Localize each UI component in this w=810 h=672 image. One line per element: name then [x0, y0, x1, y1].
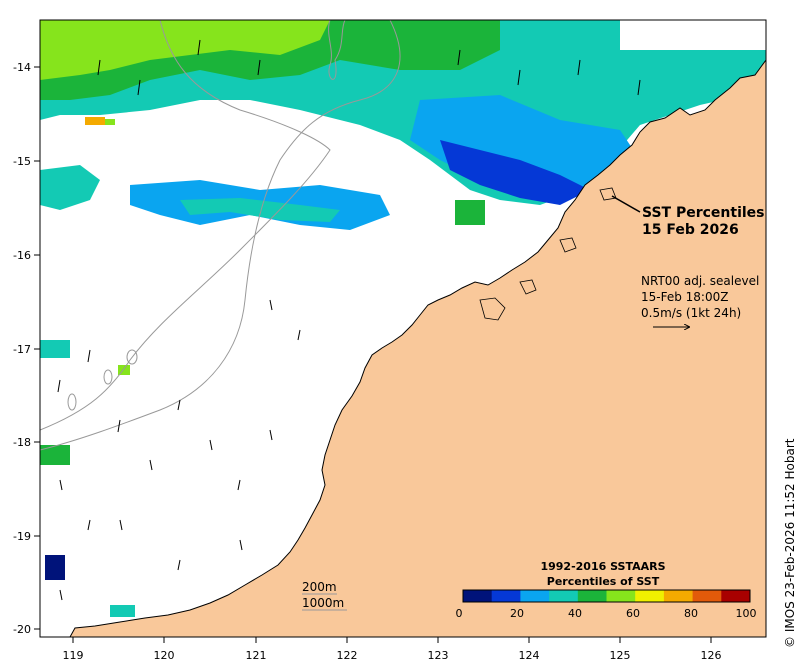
colorbar-swatch [520, 590, 550, 602]
reef-contour [328, 20, 346, 80]
contour-1000m [40, 20, 401, 451]
legend-subtitle: Percentiles of SST [547, 575, 660, 588]
sst-warm-spot [85, 117, 105, 125]
sst-band-lightgreen [40, 20, 330, 80]
colorbar-swatch [635, 590, 665, 602]
reef-contour [126, 349, 138, 365]
current-source-label: NRT00 adj. sealevel [641, 274, 759, 288]
sst-patch [40, 445, 70, 465]
legend-tick-label: 80 [684, 607, 698, 620]
legend-tick-label: 60 [626, 607, 640, 620]
colorbar-swatch [721, 590, 751, 602]
y-tick-label: -18 [13, 436, 31, 449]
x-tick-label: 119 [63, 649, 84, 662]
sst-patch-mid-cyan [180, 198, 340, 222]
island [559, 237, 577, 253]
land-australia [69, 59, 766, 637]
legend-tick-label: 100 [736, 607, 757, 620]
sst-band-darkblue [440, 140, 590, 205]
plot-frame [39, 19, 767, 638]
island [519, 279, 537, 295]
contour-200m [40, 20, 331, 431]
y-tick-label: -15 [13, 155, 31, 168]
sst-patch [40, 340, 70, 358]
credit-text: © IMOS 23-Feb-2026 11:52 Hobart [783, 438, 797, 648]
current-vectors [57, 39, 641, 601]
y-tick-label: -20 [13, 623, 31, 636]
colorbar-swatch [606, 590, 636, 602]
legend-tick-label: 40 [568, 607, 582, 620]
y-tick-label: -16 [13, 249, 31, 262]
legend-tick-label: 20 [510, 607, 524, 620]
colorbar-swatch [577, 590, 607, 602]
x-tick-label: 122 [337, 649, 358, 662]
colorbar-frame [462, 589, 751, 603]
x-tick-label: 120 [154, 649, 175, 662]
x-tick-label: 123 [428, 649, 449, 662]
y-axis-ticks [34, 66, 40, 630]
title-pointer-line [611, 195, 641, 213]
x-tick-label: 124 [519, 649, 540, 662]
data-gap [620, 20, 766, 50]
y-tick-label: -19 [13, 530, 31, 543]
colorbar-swatch [692, 590, 722, 602]
x-tick-label: 121 [246, 649, 267, 662]
reef-contour [67, 393, 77, 411]
colorbar-swatch [663, 590, 694, 602]
map-date: 15 Feb 2026 [642, 222, 739, 238]
sst-patch-west [40, 165, 100, 210]
x-tick-label: 125 [610, 649, 631, 662]
colorbar-swatch [463, 590, 493, 602]
legend-title: 1992-2016 SSTAARS [540, 560, 665, 573]
colorbar-swatch [549, 590, 579, 602]
plot-area [40, 20, 766, 637]
sst-spot [105, 119, 115, 125]
sst-patch [45, 555, 65, 580]
y-tick-label: -17 [13, 343, 31, 356]
colorbar-swatch [491, 590, 521, 602]
map-title: SST Percentiles [642, 205, 765, 221]
island [479, 297, 506, 321]
current-scale-label: 0.5m/s (1kt 24h) [641, 306, 741, 320]
reef-contour [103, 369, 113, 385]
depth-label-200m: 200m [302, 580, 337, 594]
current-time-label: 15-Feb 18:00Z [641, 290, 728, 304]
colorbar [462, 589, 751, 603]
y-tick-label: -14 [13, 61, 31, 74]
sst-patch [118, 365, 130, 375]
legend-tick-label: 0 [456, 607, 463, 620]
depth-label-1000m: 1000m [302, 596, 344, 610]
x-axis-ticks [72, 637, 712, 643]
x-tick-label: 126 [701, 649, 722, 662]
sst-patch [455, 200, 485, 225]
sst-patch [110, 605, 135, 617]
